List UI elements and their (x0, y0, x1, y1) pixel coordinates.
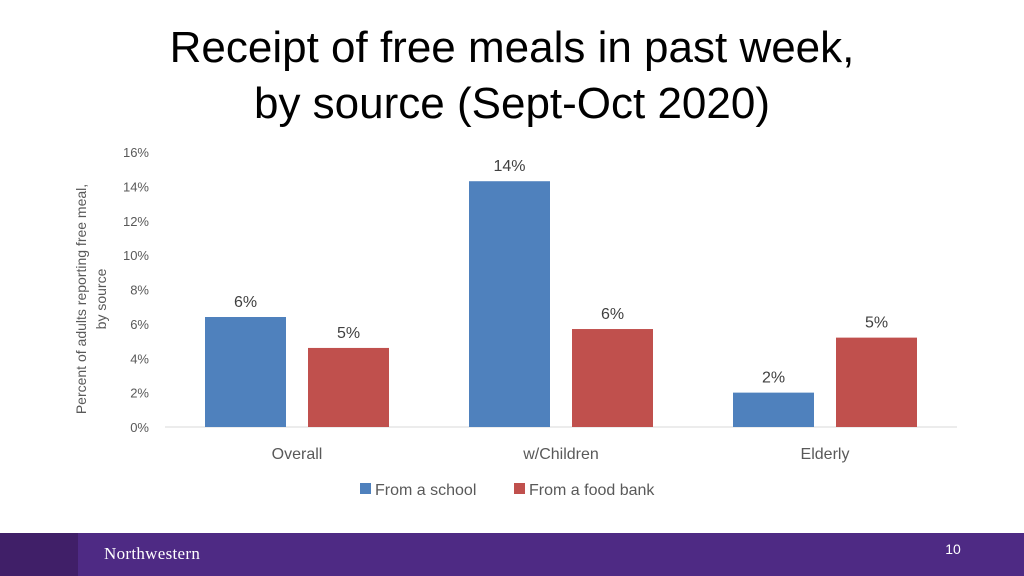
bar-data-label: 6% (601, 306, 624, 323)
y-tick-label: 12% (123, 214, 149, 229)
title-line-1: Receipt of free meals in past week, (169, 23, 855, 72)
title-line-2: by source (Sept-Oct 2020) (253, 79, 770, 128)
footer-bar: Northwestern 10 (0, 533, 1024, 576)
page-number: 10 (945, 541, 961, 557)
y-tick-label: 2% (130, 386, 149, 401)
bar (205, 317, 286, 427)
bar-chart: Percent of adults reporting free meal, b… (73, 145, 957, 499)
x-tick-label: Elderly (801, 446, 850, 463)
bar (836, 337, 917, 427)
bar-data-label: 6% (234, 294, 257, 311)
y-tick-label: 14% (123, 179, 149, 194)
y-tick-label: 16% (123, 145, 149, 160)
y-tick-label: 4% (130, 351, 149, 366)
bars: 6% 5% 14% 6% 2% 5% (205, 158, 917, 427)
legend-swatch (360, 483, 371, 494)
x-axis-ticks: Overall w/Children Elderly (272, 446, 850, 463)
bar (308, 347, 389, 427)
y-axis-label-line-2: by source (93, 268, 109, 329)
y-tick-label: 10% (123, 248, 149, 263)
legend-label: From a school (375, 482, 476, 499)
bar-data-label: 14% (493, 158, 525, 175)
legend-label: From a food bank (529, 482, 655, 499)
northwestern-logo: Northwestern (104, 544, 201, 563)
bar (469, 181, 550, 427)
legend: From a school From a food bank (360, 482, 655, 499)
y-axis-label-line-1: Percent of adults reporting free meal, (73, 184, 89, 414)
slide-title: Receipt of free meals in past week, by s… (0, 20, 1024, 132)
bar-data-label: 2% (762, 370, 785, 387)
x-tick-label: w/Children (522, 446, 599, 463)
y-tick-label: 0% (130, 420, 149, 435)
bar (572, 329, 653, 427)
bar-data-label: 5% (865, 315, 888, 332)
y-axis-ticks: 0% 2% 4% 6% 8% 10% 12% 14% 16% (123, 145, 149, 435)
x-tick-label: Overall (272, 446, 323, 463)
bar-data-label: 5% (337, 325, 360, 342)
legend-swatch (514, 483, 525, 494)
y-axis-label: Percent of adults reporting free meal, b… (73, 184, 109, 414)
footer-accent (0, 533, 78, 576)
bar (733, 392, 814, 427)
y-tick-label: 8% (130, 283, 149, 298)
y-tick-label: 6% (130, 317, 149, 332)
